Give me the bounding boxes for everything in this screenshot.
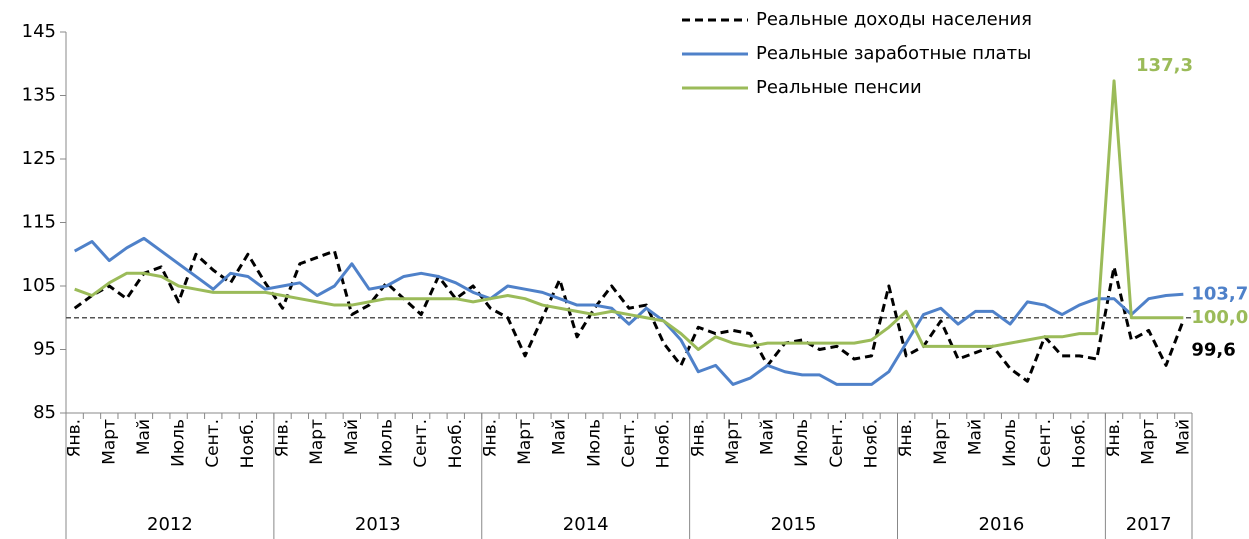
x-tick-label: Сент. — [619, 419, 639, 468]
x-tick-label: Янв. — [1104, 419, 1124, 457]
legend-label: Реальные заработные платы — [756, 43, 1031, 64]
x-tick-label: Янв. — [480, 419, 500, 457]
year-label: 2013 — [355, 514, 401, 535]
x-tick-label: Сент. — [203, 419, 223, 468]
y-tick-label: 85 — [33, 402, 56, 423]
x-tick-label: Июль — [584, 419, 604, 467]
x-tick-label: Янв. — [273, 419, 293, 457]
x-tick-label: Июль — [169, 419, 189, 467]
x-tick-label: Май — [965, 419, 985, 455]
x-tick-label: Июль — [1000, 419, 1020, 467]
x-tick-label: Нояб. — [654, 419, 674, 468]
y-tick-label: 125 — [22, 148, 56, 169]
x-tick-label: Март — [515, 419, 535, 465]
y-tick-label: 145 — [22, 21, 56, 42]
x-tick-label: Март — [931, 419, 951, 465]
x-tick-label: Нояб. — [238, 419, 258, 468]
series-line — [74, 79, 1184, 351]
x-tick-label: Сент. — [1035, 419, 1055, 468]
x-tick-label: Нояб. — [862, 419, 882, 468]
x-tick-label: Янв. — [688, 419, 708, 457]
x-tick-label: Сент. — [827, 419, 847, 468]
x-tick-label: Июль — [792, 419, 812, 467]
year-label: 2016 — [979, 514, 1025, 535]
x-tick-label: Сент. — [411, 419, 431, 468]
x-tick-label: Март — [723, 419, 743, 465]
x-tick-label: Июль — [376, 419, 396, 467]
x-tick-label: Май — [758, 419, 778, 455]
x-tick-label: Нояб. — [446, 419, 466, 468]
year-label: 2014 — [563, 514, 609, 535]
y-tick-label: 105 — [22, 275, 56, 296]
year-label: 2012 — [147, 514, 193, 535]
x-tick-label: Март — [99, 419, 119, 465]
value-label: 103,7 — [1191, 283, 1248, 304]
x-tick-label: Май — [1173, 419, 1193, 455]
value-label: 100,0 — [1191, 307, 1248, 328]
year-label: 2015 — [771, 514, 817, 535]
legend-label: Реальные пенсии — [756, 77, 922, 98]
year-label: 2017 — [1126, 514, 1172, 535]
x-tick-label: Март — [307, 419, 327, 465]
y-tick-label: 135 — [22, 85, 56, 106]
series-line — [73, 236, 1184, 386]
x-tick-label: Март — [1139, 419, 1159, 465]
value-label: 99,6 — [1191, 339, 1235, 360]
x-tick-label: Май — [550, 419, 570, 455]
value-label: 137,3 — [1136, 55, 1193, 76]
series-line — [73, 249, 1185, 383]
x-tick-label: Янв. — [896, 419, 916, 457]
x-tick-label: Май — [342, 419, 362, 455]
x-tick-label: Май — [134, 419, 154, 455]
y-tick-label: 95 — [33, 339, 56, 360]
x-tick-label: Нояб. — [1069, 419, 1089, 468]
legend-label: Реальные доходы населения — [756, 9, 1032, 30]
x-tick-label: Янв. — [65, 419, 85, 457]
y-tick-label: 115 — [22, 212, 56, 233]
